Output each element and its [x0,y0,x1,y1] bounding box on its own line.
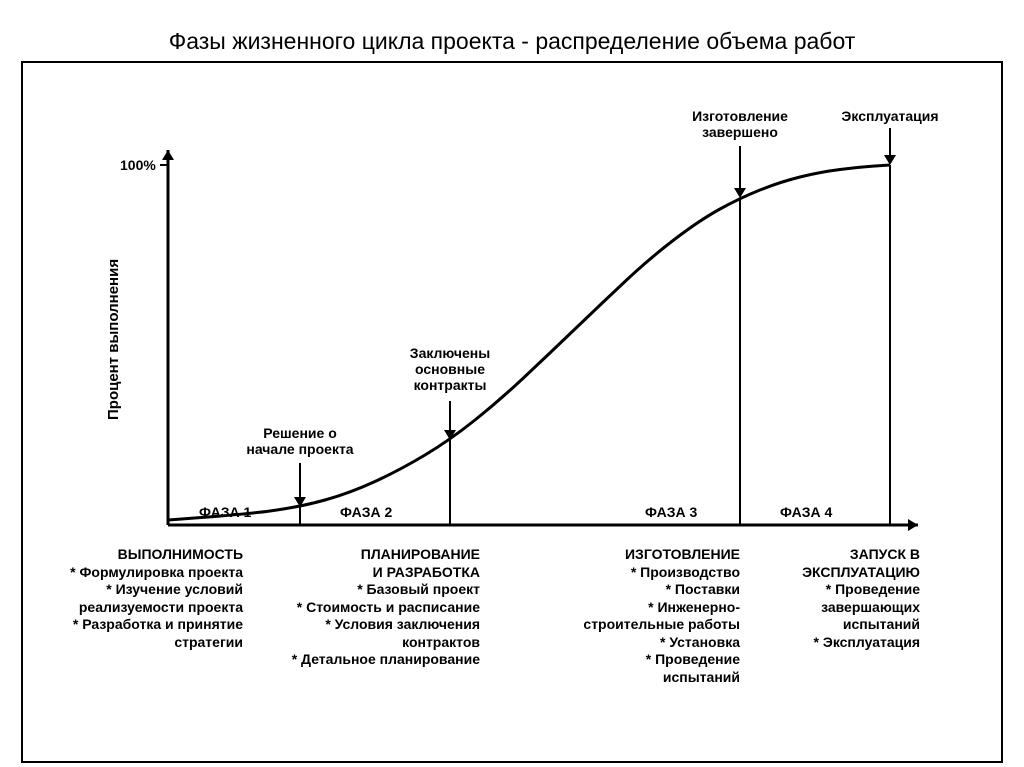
phase-column-item: * Формулировка проекта [68,564,243,582]
phase-column-item: * Условия заключения контрактов [255,616,480,651]
phase-column-item: * Детальное планирование [255,651,480,669]
phase-column-item: * Поставки [575,581,740,599]
phase-column: ПЛАНИРОВАНИЕИ РАЗРАБОТКА* Базовый проект… [255,546,480,669]
phase-column-item: * Эксплуатация [750,634,920,652]
milestone-label: Изготовлениезавершено [660,108,820,140]
phase-column-title: ПЛАНИРОВАНИЕ [255,546,480,564]
phase-column-item: * Установка [575,634,740,652]
phase-axis-label: ФАЗА 1 [199,504,251,520]
phase-column-title: И РАЗРАБОТКА [255,564,480,582]
phase-axis-label: ФАЗА 3 [645,504,697,520]
milestone-label: Эксплуатация [810,108,970,124]
y-axis-tick-label: 100% [120,157,156,173]
phase-axis-label: ФАЗА 2 [340,504,392,520]
phase-column-item: * Разработка и принятие стратегии [68,616,243,651]
phase-column-item: * Производство [575,564,740,582]
phase-column-title: ИЗГОТОВЛЕНИЕ [575,546,740,564]
y-axis-label: Процент выполнения [105,259,122,420]
phase-column-item: * Базовый проект [255,581,480,599]
phase-column-item: * Стоимость и расписание [255,599,480,617]
phase-column: ВЫПОЛНИМОСТЬ* Формулировка проекта* Изуч… [68,546,243,651]
milestone-label-line: Решение о [220,425,380,441]
milestone-label-line: контракты [370,377,530,393]
phase-axis-label: ФАЗА 4 [780,504,832,520]
phase-column-title: ЭКСПЛУАТАЦИЮ [750,564,920,582]
phase-column-item: * Изучение условий реализуемости проекта [68,581,243,616]
phase-column: ИЗГОТОВЛЕНИЕ* Производство* Поставки* Ин… [575,546,740,686]
phase-column: ЗАПУСК ВЭКСПЛУАТАЦИЮ* Проведение заверша… [750,546,920,651]
milestone-label-line: Изготовление [660,108,820,124]
milestone-label-line: завершено [660,124,820,140]
phase-column-item: * Инженерно-строительные работы [575,599,740,634]
milestone-label: Заключеныосновныеконтракты [370,345,530,393]
phase-column-item: * Проведение испытаний [575,651,740,686]
milestone-label-line: Заключены [370,345,530,361]
phase-column-title: ВЫПОЛНИМОСТЬ [68,546,243,564]
milestone-label-line: Эксплуатация [810,108,970,124]
milestone-label-line: начале проекта [220,441,380,457]
diagram-stage: Фазы жизненного цикла проекта - распреде… [0,0,1024,767]
milestone-label-line: основные [370,361,530,377]
phase-column-item: * Проведение завершающих испытаний [750,581,920,634]
milestone-label: Решение оначале проекта [220,425,380,457]
phase-column-title: ЗАПУСК В [750,546,920,564]
